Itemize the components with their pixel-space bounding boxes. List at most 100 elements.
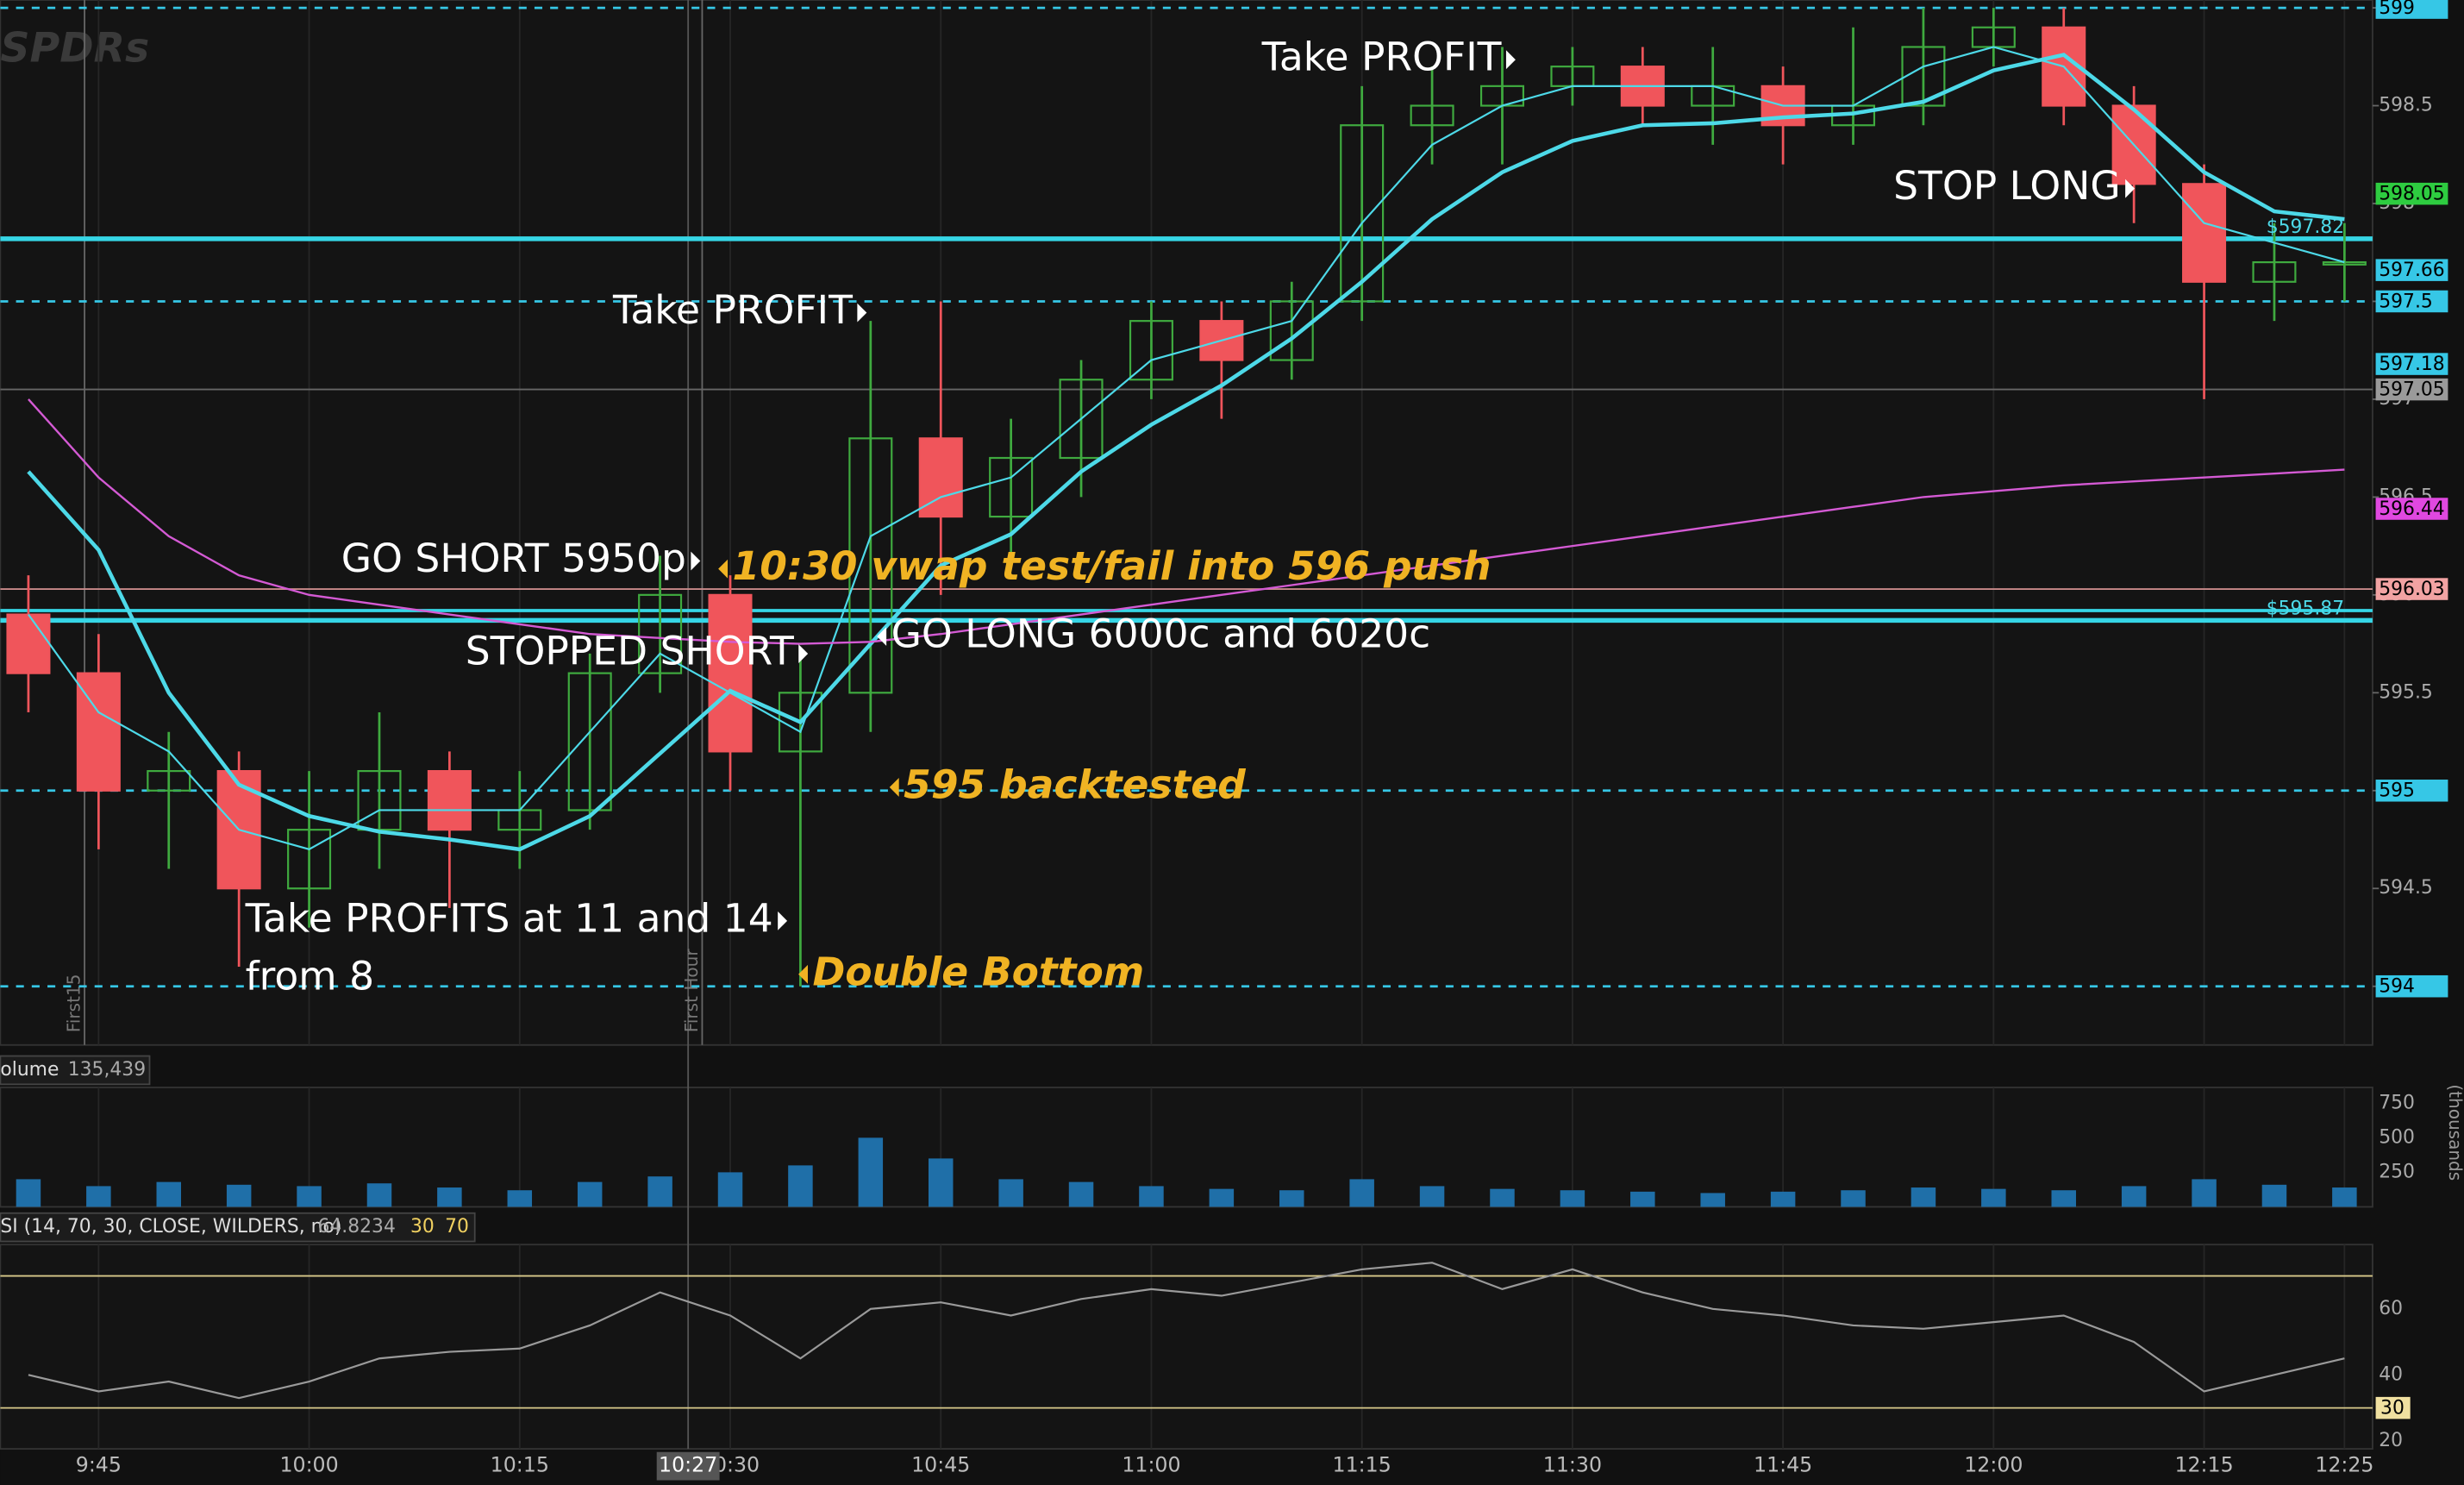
indicator-line <box>28 46 2345 851</box>
mark-layer <box>6 8 2367 1400</box>
volume-bar <box>1139 1186 1164 1207</box>
price-box-label: 596.03 <box>2379 579 2445 600</box>
price-box-label: 594 <box>2379 976 2415 998</box>
annotation: Take PROFIT <box>612 287 853 333</box>
x-tick-label: 12:25 <box>2315 1453 2373 1477</box>
price-box <box>2375 578 2448 600</box>
annotation: Take PROFIT <box>1261 34 1502 80</box>
volume-bar <box>1700 1193 1725 1207</box>
indicator-line <box>28 398 2345 645</box>
annotation: GO LONG 6000c and 6020c <box>891 611 1431 657</box>
volume-bar <box>1981 1188 2006 1207</box>
price-box-label: 595 <box>2379 780 2415 802</box>
volume-bar <box>507 1190 533 1207</box>
annotation: GO SHORT 5950p <box>341 536 686 581</box>
volume-bar <box>16 1179 41 1207</box>
grid-layer: First15 First Hour <box>0 0 2373 1450</box>
volume-readout: 135,439 <box>68 1059 146 1081</box>
volume-axis-label: (thousands <box>2445 1084 2464 1181</box>
annotation: Double Bottom <box>812 949 1144 994</box>
volume-bar <box>2332 1187 2357 1207</box>
annotation: STOP LONG <box>1893 163 2121 209</box>
candle-body <box>848 437 893 694</box>
x-tick-label: 9:45 <box>76 1453 122 1477</box>
annotation-arrow <box>718 559 729 579</box>
volume-bar <box>788 1165 813 1207</box>
price-box <box>2375 290 2448 313</box>
annotation: Take PROFITS at 11 and 14 <box>245 895 773 941</box>
volume-header <box>0 1055 151 1086</box>
volume-bar <box>1209 1188 1235 1207</box>
volume-bar <box>1841 1190 1866 1207</box>
annotation-arrow <box>798 964 808 984</box>
volume-bar <box>226 1184 252 1207</box>
price-pane <box>0 0 2373 1046</box>
rsi-band-high: 70 <box>445 1216 469 1238</box>
y-tick-label: 20 <box>2379 1430 2403 1451</box>
candle-body <box>1129 320 1173 381</box>
y-tick-label: 500 <box>2379 1126 2415 1148</box>
marker-label: First Hour <box>681 949 702 1033</box>
rsi-readout: 64.8234 <box>317 1216 395 1238</box>
annotation-arrow <box>2125 179 2136 198</box>
candle-body <box>567 672 612 811</box>
annotation: 595 backtested <box>904 761 1246 807</box>
volume-bar <box>2051 1190 2076 1207</box>
price-box <box>2375 498 2448 520</box>
candle-body <box>2322 260 2367 266</box>
volume-bar <box>647 1176 672 1207</box>
price-box-label: 599 <box>2379 0 2415 19</box>
x-tick-label: 11:30 <box>1543 1453 1602 1477</box>
volume-bar <box>1279 1190 1304 1207</box>
x-tick-label: 11:00 <box>1122 1453 1180 1477</box>
y-tick-label: 40 <box>2379 1363 2403 1385</box>
label-layer: 9:45 10:00 10:15 10:30 10:45 11:00 11:15 11:30 1… <box>76 0 2448 1481</box>
annotation-arrow <box>1505 50 1516 70</box>
annotation: 10:30 vwap test/fail into 596 push <box>733 543 1492 589</box>
cursor-label: 10:27 <box>659 1453 717 1477</box>
price-box-label: 597.18 <box>2379 354 2445 375</box>
y-tick-label: 750 <box>2379 1092 2415 1113</box>
volume-bar <box>1770 1191 1796 1207</box>
x-tick-label: 10:00 <box>279 1453 338 1477</box>
candle-body <box>1410 104 1454 127</box>
indicator-line <box>27 53 2345 852</box>
price-box <box>2375 780 2448 802</box>
volume-bar <box>717 1172 743 1207</box>
volume-bar <box>1349 1179 1374 1207</box>
annotation-arrow <box>691 551 701 571</box>
band-box-label: 30 <box>2380 1398 2405 1419</box>
candle-body <box>1269 300 1314 361</box>
volume-bar <box>2192 1179 2217 1207</box>
candle-body <box>638 593 683 674</box>
watermark: SPDRs <box>0 24 149 72</box>
x-tick-label: 11:15 <box>1333 1453 1391 1477</box>
x-tick-label: 12:15 <box>2174 1453 2233 1477</box>
candle-body <box>2182 183 2227 283</box>
volume-bar <box>1419 1186 1445 1207</box>
volume-bar <box>437 1187 462 1207</box>
candle-body <box>1059 379 1104 460</box>
band-box <box>2375 1396 2411 1419</box>
volume-pane <box>0 1087 2373 1208</box>
volume-bar <box>366 1183 392 1207</box>
annotation: STOPPED SHORT <box>466 629 794 674</box>
marker-label: First15 <box>64 974 84 1033</box>
volume-bar <box>1490 1188 1515 1207</box>
y-tick-label: 598.5 <box>2379 95 2433 116</box>
candle-body <box>427 769 472 831</box>
cursor-box <box>656 1451 720 1481</box>
y-tick-label: 250 <box>2379 1161 2415 1182</box>
candle-body <box>918 437 963 518</box>
level-label: $595.87 <box>2267 598 2344 620</box>
rsi-title: SI (14, 70, 30, CLOSE, WILDERS, no) <box>0 1216 341 1238</box>
price-box-label: 597.66 <box>2379 260 2445 281</box>
x-tick-label: 12:00 <box>1964 1453 2023 1477</box>
volume-bar <box>928 1158 954 1207</box>
rsi-header <box>0 1212 476 1243</box>
volume-bar <box>998 1179 1023 1207</box>
candle-body <box>708 593 753 753</box>
candle-body <box>989 456 1034 518</box>
price-box-label: 596.44 <box>2379 498 2445 520</box>
